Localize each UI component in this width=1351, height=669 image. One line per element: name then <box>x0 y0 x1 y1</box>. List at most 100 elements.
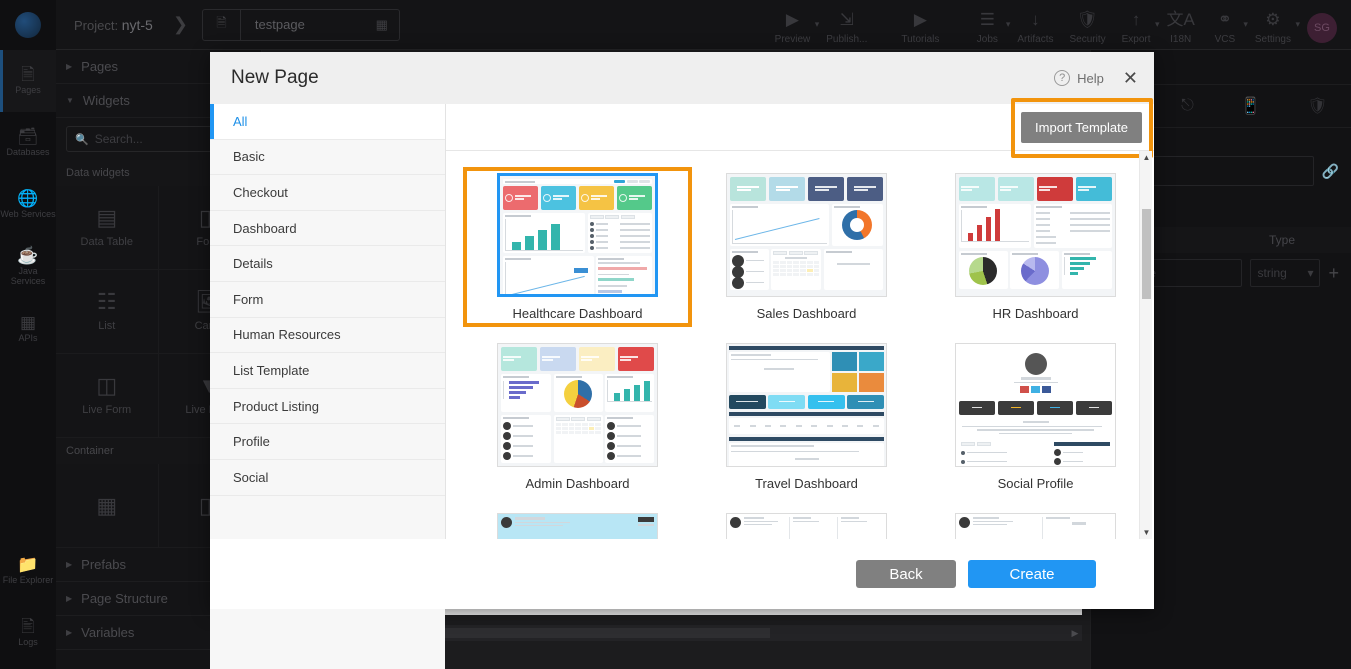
category-item-all[interactable]: All <box>210 104 445 140</box>
category-item-details[interactable]: Details <box>210 246 445 282</box>
template-card-social-profile[interactable]: Social Profile <box>921 337 1150 497</box>
devices-icon[interactable]: 📱 <box>1240 98 1261 115</box>
question-circle-icon[interactable]: ? <box>1054 70 1071 86</box>
category-item-basic[interactable]: Basic <box>210 139 445 176</box>
toolbar-vcs[interactable]: ⚭ VCS ▾ <box>1203 9 1248 50</box>
category-item-basic-label: Basic <box>233 149 265 165</box>
toolbar-tutorials[interactable]: ▶ Tutorials <box>893 9 947 50</box>
search-placeholder-text: Search... <box>94 132 143 146</box>
scroll-thumb[interactable] <box>1142 209 1151 299</box>
template-card-partial-1[interactable] <box>463 507 692 539</box>
template-card-hr-dashboard[interactable]: HR Dashboard <box>921 167 1150 327</box>
chevron-down-icon: ▼ <box>66 96 74 105</box>
upload-icon: ↑ <box>1131 10 1141 29</box>
help-link[interactable]: Help <box>1077 70 1104 86</box>
toolbar-publish-label: Publish... <box>826 33 868 45</box>
rail-item-apis[interactable]: ▦ APIs <box>0 298 56 360</box>
toolbar-publish[interactable]: ⇲ Publish... <box>818 9 875 50</box>
toolbar-export-label: Export <box>1121 33 1151 45</box>
rail-item-java-services[interactable]: ☕ Java Services <box>0 236 56 298</box>
template-card-partial-3[interactable] <box>921 507 1150 539</box>
jobs-icon: ☰ <box>979 10 995 29</box>
template-card-healthcare-dashboard[interactable]: Healthcare Dashboard <box>463 167 692 327</box>
rail-item-apis-label: APIs <box>18 333 38 344</box>
rail-item-pages[interactable]: 🗎 Pages <box>0 50 56 112</box>
import-template-highlight <box>1011 97 1153 158</box>
category-item-social[interactable]: Social <box>210 459 445 496</box>
toolbar-export[interactable]: ↑ Export ▾ <box>1114 9 1160 50</box>
scroll-up-icon[interactable]: ▲ <box>1142 153 1151 162</box>
scroll-track[interactable] <box>284 628 1068 638</box>
category-item-dashboard[interactable]: Dashboard <box>210 210 445 247</box>
param-type-select[interactable]: string ▾ <box>1250 259 1321 287</box>
accordion-widgets-label: Widgets <box>82 93 130 108</box>
events-icon[interactable]: ⎋ <box>1181 97 1194 114</box>
project-breadcrumb[interactable]: Project: nyt-5 <box>56 17 153 33</box>
close-icon[interactable]: ✕ <box>1122 68 1138 88</box>
template-label: Sales Dashboard <box>756 306 857 321</box>
table-icon: ▤ <box>96 205 118 230</box>
category-item-list-template[interactable]: List Template <box>210 353 445 389</box>
category-item-form-label: Form <box>233 291 264 307</box>
scroll-down-icon[interactable]: ▼ <box>1142 528 1151 537</box>
template-thumbnail <box>726 343 887 467</box>
accordion-variables[interactable]: ▶ Variables <box>56 616 261 650</box>
import-template-button[interactable]: Import Template <box>1021 111 1142 143</box>
rail-item-pages-label: Pages <box>15 85 41 96</box>
link-icon[interactable]: 🔗 <box>1321 162 1339 179</box>
category-item-product-listing[interactable]: Product Listing <box>210 388 445 425</box>
template-card-sales-dashboard[interactable]: Sales Dashboard <box>692 167 921 327</box>
publish-icon: ⇲ <box>839 10 854 29</box>
rail-item-databases-label: Databases <box>6 147 50 158</box>
template-card-admin-dashboard[interactable]: Admin Dashboard <box>463 337 692 497</box>
widget-list[interactable]: ☷ List <box>56 270 159 354</box>
widget-live-form[interactable]: ◫ Live Form <box>56 354 159 438</box>
category-item-profile[interactable]: Profile <box>210 424 445 460</box>
widget-grid-layout[interactable]: ▦ <box>56 464 159 548</box>
category-item-product-listing-label: Product Listing <box>233 398 319 414</box>
template-scroll-area[interactable]: Healthcare Dashboard <box>446 151 1154 539</box>
back-button[interactable]: Back <box>856 560 956 588</box>
accordion-variables-label: Variables <box>81 625 135 640</box>
search-icon: 🔍 <box>75 133 89 146</box>
grid-icon[interactable]: ▦ <box>375 16 388 32</box>
create-button[interactable]: Create <box>968 560 1096 588</box>
template-card-travel-dashboard[interactable]: Travel Dashboard <box>692 337 921 497</box>
toolbar-jobs[interactable]: ☰ Jobs ▾ <box>965 9 1011 50</box>
logo-icon <box>15 11 41 38</box>
template-vertical-scrollbar[interactable]: ▲ ▼ <box>1139 151 1152 539</box>
category-item-human-resources[interactable]: Human Resources <box>210 317 445 354</box>
accordion-widgets[interactable]: ▼ Widgets <box>56 84 261 118</box>
widget-data-table[interactable]: ▤ Data Table <box>56 186 159 270</box>
rail-item-logs[interactable]: 🖹 Logs <box>0 602 56 664</box>
app-logo[interactable] <box>0 0 56 50</box>
widget-live-form-label: Live Form <box>82 404 132 416</box>
accordion-prefabs[interactable]: ▶ Prefabs <box>56 548 261 582</box>
avatar[interactable]: SG <box>1307 12 1337 43</box>
scroll-right-icon[interactable]: ▶ <box>1071 627 1079 638</box>
toolbar-i18n[interactable]: 文A I18N <box>1159 9 1203 50</box>
security-icon[interactable]: 🛡 <box>1307 98 1328 115</box>
toolbar-preview-label: Preview <box>774 33 811 45</box>
accordion-page-structure[interactable]: ▶ Page Structure <box>56 582 261 616</box>
database-icon: 🗃 <box>17 127 39 147</box>
rail-item-web-services[interactable]: 🌐 Web Services <box>0 174 56 236</box>
category-item-checkout[interactable]: Checkout <box>210 175 445 211</box>
page-tab-chip[interactable]: 🗎 testpage ▦ <box>201 8 400 41</box>
category-item-form[interactable]: Form <box>210 281 445 318</box>
toolbar-security[interactable]: 🛡 Security <box>1061 9 1113 50</box>
rail-item-databases[interactable]: 🗃 Databases <box>0 112 56 174</box>
chevron-right-icon: ▶ <box>66 560 73 569</box>
download-icon: ↓ <box>1031 10 1040 29</box>
rail-item-file-explorer[interactable]: 📁 File Explorer <box>0 540 56 602</box>
play-icon: ▶ <box>785 10 799 29</box>
toolbar-preview[interactable]: ▶ Preview ▾ <box>767 9 820 50</box>
toolbar-artifacts[interactable]: ↓ Artifacts <box>1009 9 1061 50</box>
toolbar-settings[interactable]: ⚙ Settings ▾ <box>1247 9 1300 50</box>
search-input[interactable]: 🔍 Search... <box>66 126 251 152</box>
add-param-button[interactable]: + <box>1328 262 1339 283</box>
scroll-thumb[interactable] <box>290 628 770 638</box>
accordion-pages[interactable]: ▶ Pages <box>56 50 261 84</box>
template-card-partial-2[interactable] <box>692 507 921 539</box>
toolbar-actions: ▶ Preview ▾ ⇲ Publish... ▶ Tutorials ☰ J… <box>767 0 1351 50</box>
